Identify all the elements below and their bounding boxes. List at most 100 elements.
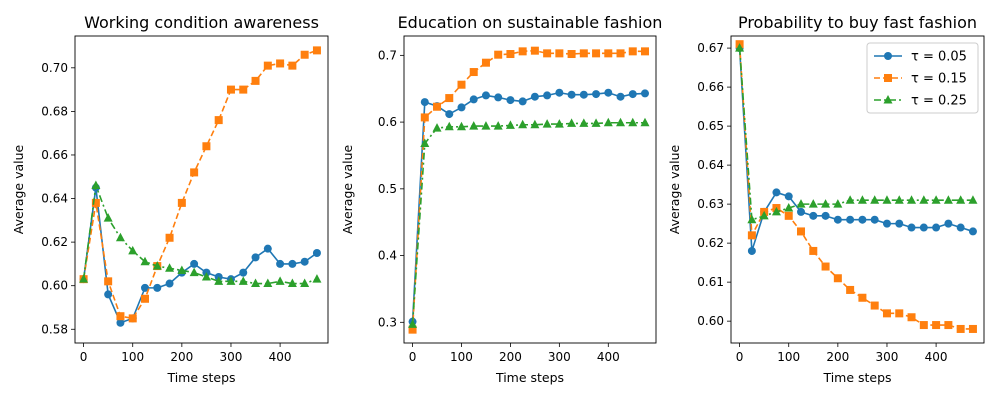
x-axis-label: Time steps xyxy=(166,370,235,385)
data-point xyxy=(518,119,528,129)
series-line xyxy=(82,49,318,320)
y-tick-label: 0.60 xyxy=(41,279,68,293)
series-1 xyxy=(735,44,977,255)
data-point xyxy=(542,119,552,128)
data-point xyxy=(870,195,880,204)
data-point xyxy=(747,246,756,255)
data-point xyxy=(833,199,843,208)
data-point xyxy=(457,80,466,89)
data-point xyxy=(190,168,199,177)
data-point xyxy=(165,233,174,242)
data-point xyxy=(956,223,965,232)
data-point xyxy=(141,283,150,292)
x-tick-label: 200 xyxy=(499,350,522,364)
x-tick-label: 100 xyxy=(450,350,473,364)
data-point xyxy=(543,91,552,100)
data-point xyxy=(153,283,162,292)
data-point xyxy=(808,199,818,208)
data-point xyxy=(833,215,842,224)
chart-title: Probability to buy fast fashion xyxy=(738,13,977,32)
series-2 xyxy=(408,46,649,334)
legend-label: τ = 0.15 xyxy=(911,72,967,87)
data-point xyxy=(919,195,929,204)
data-point xyxy=(628,47,637,56)
y-axis-label: Average value xyxy=(667,144,682,234)
data-point xyxy=(420,113,429,122)
x-tick-label: 200 xyxy=(170,350,193,364)
data-point xyxy=(747,214,757,224)
data-point xyxy=(932,223,941,232)
data-point xyxy=(263,244,272,253)
y-tick-label: 0.61 xyxy=(697,275,724,289)
data-point xyxy=(968,227,977,236)
data-point xyxy=(821,199,831,208)
data-point xyxy=(882,195,892,204)
data-point xyxy=(771,206,781,216)
y-tick-label: 0.7 xyxy=(378,48,397,62)
data-point xyxy=(506,96,515,105)
data-point xyxy=(604,49,613,58)
data-point xyxy=(628,90,637,99)
data-point xyxy=(481,121,491,130)
data-point xyxy=(420,98,429,107)
legend-item: τ = 0.05 xyxy=(874,50,967,65)
chart-title: Working condition awareness xyxy=(84,13,319,32)
x-tick-label: 300 xyxy=(548,350,571,364)
data-point xyxy=(968,195,978,204)
data-point xyxy=(907,223,916,232)
data-point xyxy=(457,103,466,112)
data-point xyxy=(300,50,309,59)
data-point xyxy=(444,121,454,131)
series-line xyxy=(82,186,318,324)
data-point xyxy=(821,211,830,220)
data-point xyxy=(300,278,310,288)
data-point xyxy=(554,119,564,128)
data-point xyxy=(845,195,855,204)
data-point xyxy=(312,274,322,283)
data-point xyxy=(530,119,540,129)
data-point xyxy=(894,195,904,204)
y-tick-label: 0.3 xyxy=(378,315,397,329)
data-point xyxy=(128,245,138,255)
data-point xyxy=(907,195,917,204)
data-point xyxy=(408,325,417,334)
data-point xyxy=(420,138,430,147)
y-tick-label: 0.64 xyxy=(41,192,68,206)
data-point xyxy=(239,268,248,277)
data-point xyxy=(797,227,806,236)
data-point xyxy=(91,198,100,207)
data-point xyxy=(919,223,928,232)
data-point xyxy=(432,123,442,132)
data-point xyxy=(846,215,855,224)
series-2 xyxy=(79,46,321,323)
chart-2: Education on sustainable fashion 0 100 200 3… xyxy=(340,13,662,385)
plot-area xyxy=(408,46,650,334)
x-tick-label: 0 xyxy=(409,350,417,364)
y-axis-label: Average value xyxy=(11,144,26,234)
data-point xyxy=(300,257,309,266)
data-point xyxy=(288,259,297,268)
data-point xyxy=(579,118,589,127)
axes-frame xyxy=(403,35,657,344)
data-point xyxy=(882,309,891,318)
legend-label: τ = 0.05 xyxy=(911,50,967,65)
y-tick-label: 0.66 xyxy=(697,80,724,94)
data-point xyxy=(506,50,515,59)
data-point xyxy=(445,94,454,103)
series-1 xyxy=(408,88,649,326)
x-tick-label: 400 xyxy=(269,350,292,364)
data-point xyxy=(312,46,321,55)
data-point xyxy=(604,88,613,97)
data-point xyxy=(276,259,285,268)
legend-marker xyxy=(884,52,892,60)
data-point xyxy=(821,262,830,271)
y-tick-label: 0.68 xyxy=(41,104,68,118)
data-point xyxy=(494,50,503,59)
y-tick-label: 0.6 xyxy=(378,115,397,129)
data-point xyxy=(567,50,576,59)
x-tick-label: 0 xyxy=(736,350,744,364)
y-tick-label: 0.65 xyxy=(697,119,724,133)
data-point xyxy=(238,276,248,285)
data-point xyxy=(530,92,539,101)
data-point xyxy=(759,210,769,220)
